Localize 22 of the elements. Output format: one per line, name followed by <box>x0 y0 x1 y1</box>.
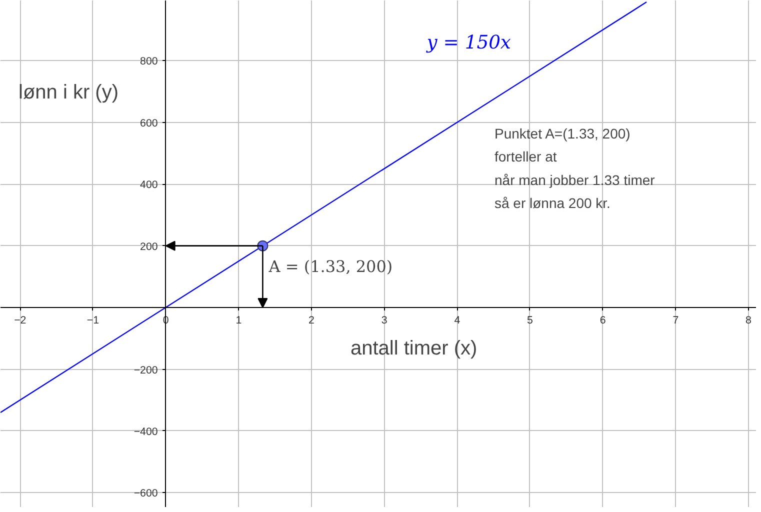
y-axis-title: lønn i kr (y) <box>18 82 118 104</box>
y-tick-label: −600 <box>134 488 158 500</box>
y-tick-label: −200 <box>134 364 158 376</box>
x-tick-label: 1 <box>236 314 242 327</box>
y-tick-label: −400 <box>134 426 158 438</box>
x-tick-label: 4 <box>454 314 460 327</box>
x-tick-label: −1 <box>86 314 100 327</box>
y-tick-label: 800 <box>140 56 158 68</box>
x-tick-label: −2 <box>14 314 26 327</box>
y-tick-label: 600 <box>140 117 158 130</box>
series-label: y = 150x <box>426 32 512 54</box>
y-tick-label: 400 <box>140 179 158 192</box>
x-tick-label: 5 <box>527 314 534 327</box>
annotation: Punktet A=(1.33, 200) forteller at når man jobber 1.33 timer så er lønna 200 kr. <box>494 126 656 212</box>
x-tick-label: 7 <box>672 314 679 327</box>
annotation: A = (1.33, 200) <box>268 256 393 276</box>
y-tick-label: 200 <box>140 240 158 253</box>
x-tick-label: 8 <box>746 314 752 327</box>
x-tick-label: 2 <box>308 314 315 327</box>
x-tick-label: 6 <box>600 314 606 327</box>
x-tick-label: 3 <box>381 314 388 327</box>
x-axis-title: antall timer (x) <box>350 338 478 360</box>
